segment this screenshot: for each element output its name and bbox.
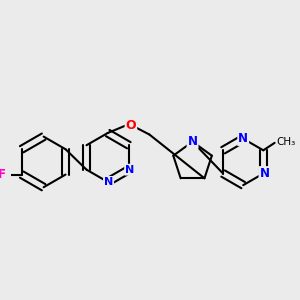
Text: CH₃: CH₃ [276, 137, 296, 147]
Text: N: N [238, 132, 248, 145]
Text: F: F [0, 168, 6, 181]
Text: N: N [125, 165, 134, 175]
Text: O: O [126, 119, 136, 132]
Text: N: N [260, 167, 269, 180]
Text: N: N [188, 135, 198, 148]
Text: N: N [104, 177, 113, 187]
